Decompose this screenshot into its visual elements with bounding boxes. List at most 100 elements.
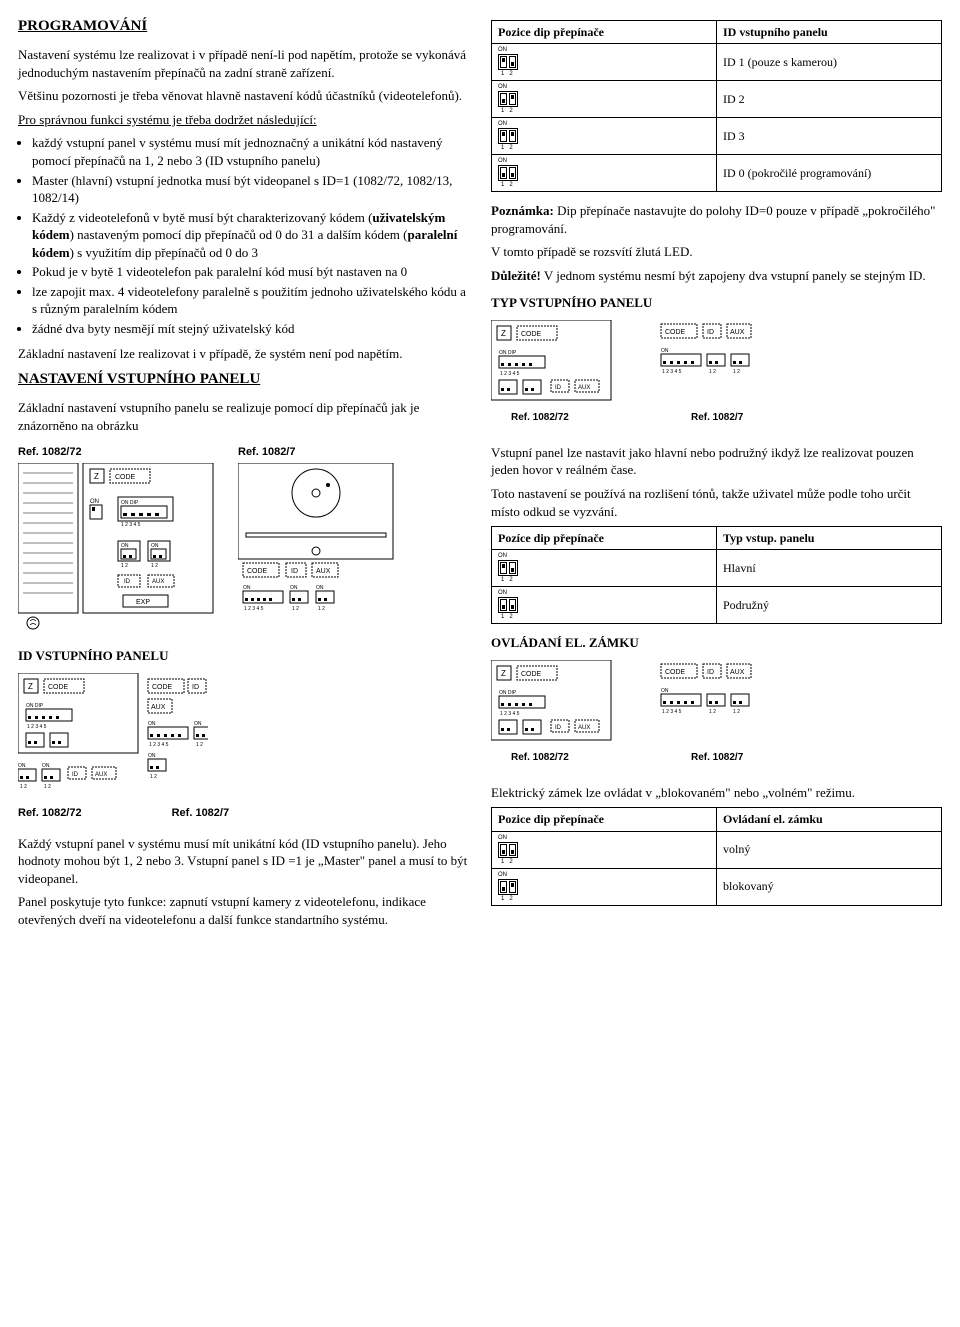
value-cell: ID 2 bbox=[717, 81, 942, 118]
value-cell: Podružný bbox=[717, 587, 942, 624]
table-header: ID vstupního panelu bbox=[717, 21, 942, 44]
table-row: ON12 Podružný bbox=[492, 587, 942, 624]
svg-text:1 2: 1 2 bbox=[20, 784, 27, 790]
para-6: Každý vstupní panel v systému musí mít u… bbox=[18, 835, 469, 888]
heading-nastaveni: NASTAVENÍ VSTUPNÍHO PANELU bbox=[18, 369, 469, 389]
svg-text:ID: ID bbox=[707, 329, 714, 336]
table-row: ON12blokovaný bbox=[492, 868, 942, 905]
typ-table: Pozíce dip přepínače Typ vstup. panelu O… bbox=[491, 526, 942, 624]
svg-text:CODE: CODE bbox=[665, 669, 686, 676]
svg-text:AUX: AUX bbox=[730, 329, 745, 336]
note-1b: V tomto případě se rozsvítí žlutá LED. bbox=[491, 243, 942, 261]
table-row: ON12Hlavní bbox=[492, 550, 942, 587]
svg-text:1 2: 1 2 bbox=[196, 742, 203, 748]
panel-1082-72: Ref. 1082/72 bbox=[18, 442, 218, 633]
svg-text:Z: Z bbox=[501, 669, 506, 678]
svg-text:CODE: CODE bbox=[48, 684, 69, 691]
svg-text:ID: ID bbox=[124, 579, 131, 585]
svg-text:Ref. 1082/72: Ref. 1082/72 bbox=[511, 412, 569, 423]
dip-cell: ON12 bbox=[492, 81, 717, 118]
svg-text:1 2 3 4 5: 1 2 3 4 5 bbox=[27, 724, 47, 730]
schematic-1082-72: Z CODE ON ON DIP bbox=[18, 463, 218, 633]
svg-text:AUX: AUX bbox=[152, 579, 164, 585]
svg-text:1 2 3 4 5: 1 2 3 4 5 bbox=[149, 742, 169, 748]
list-item: lze zapojit max. 4 videotelefony paralel… bbox=[32, 283, 469, 318]
heading-lock: OVLÁDANÍ EL. ZÁMKU bbox=[491, 634, 942, 652]
panel-1082-7: Ref. 1082/7 CODE ID bbox=[238, 442, 398, 633]
svg-text:AUX: AUX bbox=[578, 725, 590, 731]
svg-text:Ref. 1082/7: Ref. 1082/7 bbox=[691, 412, 744, 423]
svg-text:CODE: CODE bbox=[152, 684, 173, 691]
list-item: každý vstupní panel v systému musí mít j… bbox=[32, 134, 469, 169]
svg-text:ID: ID bbox=[72, 772, 79, 778]
svg-text:1 2: 1 2 bbox=[733, 709, 740, 715]
svg-text:1 2 3 4 5: 1 2 3 4 5 bbox=[500, 371, 520, 377]
svg-text:ON DIP: ON DIP bbox=[499, 350, 517, 356]
para-3-lead: Pro správnou funkci systému je třeba dod… bbox=[18, 111, 469, 129]
value-cell: volný bbox=[717, 831, 942, 868]
table-header: Pozíce dip přepínače bbox=[492, 527, 717, 550]
svg-text:EXP: EXP bbox=[136, 599, 150, 606]
dip-cell: ON12 bbox=[492, 550, 717, 587]
svg-text:Z: Z bbox=[28, 682, 33, 691]
dip-switch-icon: ON12 bbox=[498, 47, 532, 77]
bold-text: Důležité! bbox=[491, 268, 541, 283]
para-typ-2: Toto nastavení se používá na rozlišení t… bbox=[491, 485, 942, 520]
svg-text:ON: ON bbox=[316, 585, 324, 591]
value-cell: ID 0 (pokročilé programování) bbox=[717, 155, 942, 192]
svg-text:AUX: AUX bbox=[151, 704, 166, 711]
bold-text: paralelní kódem bbox=[32, 227, 457, 260]
list-item: Pokud je v bytě 1 videotelefon pak paral… bbox=[32, 263, 469, 281]
dip-switch-icon: ON12 bbox=[498, 158, 532, 188]
svg-text:ON: ON bbox=[194, 721, 202, 727]
svg-text:AUX: AUX bbox=[316, 568, 331, 575]
svg-text:ID: ID bbox=[555, 385, 562, 391]
svg-text:AUX: AUX bbox=[95, 772, 107, 778]
requirements-list: každý vstupní panel v systému musí mít j… bbox=[32, 134, 469, 337]
lock-table: Pozice dip přepínače Ovládaní el. zámku … bbox=[491, 807, 942, 905]
svg-text:1 2 3 4 5: 1 2 3 4 5 bbox=[500, 711, 520, 717]
svg-text:1 2: 1 2 bbox=[121, 563, 128, 569]
svg-text:1 2: 1 2 bbox=[733, 369, 740, 375]
svg-text:CODE: CODE bbox=[521, 671, 542, 678]
dip-cell: ON12 bbox=[492, 118, 717, 155]
svg-text:CODE: CODE bbox=[115, 474, 136, 481]
heading-typ: TYP VSTUPNÍHO PANELU bbox=[491, 294, 942, 312]
ref-label: Ref. 1082/7 bbox=[172, 806, 229, 821]
schematic-1082-7: CODE ID AUX ON 1 2 3 4 5 ON bbox=[238, 463, 398, 633]
dip-cell: ON12 bbox=[492, 868, 717, 905]
svg-text:ON DIP: ON DIP bbox=[121, 500, 139, 506]
svg-text:CODE: CODE bbox=[521, 331, 542, 338]
dip-switch-icon: ON12 bbox=[498, 590, 532, 620]
svg-text:ON: ON bbox=[661, 348, 669, 354]
left-column: PROGRAMOVÁNÍ Nastavení systému lze reali… bbox=[18, 16, 469, 934]
heading-id-panel: ID VSTUPNÍHO PANELU bbox=[18, 647, 469, 665]
para-7: Panel poskytuje tyto funkce: zapnutí vst… bbox=[18, 893, 469, 928]
svg-text:1 2 3 4 5: 1 2 3 4 5 bbox=[244, 606, 264, 612]
dip-switch-icon: ON12 bbox=[498, 553, 532, 583]
value-cell: ID 3 bbox=[717, 118, 942, 155]
svg-text:ON DIP: ON DIP bbox=[26, 703, 44, 709]
table-row: ON12 ID 0 (pokročilé programování) bbox=[492, 155, 942, 192]
ref-label: Ref. 1082/72 bbox=[18, 806, 82, 821]
svg-text:ON: ON bbox=[661, 688, 669, 694]
value-cell: blokovaný bbox=[717, 868, 942, 905]
svg-text:ON: ON bbox=[42, 763, 50, 769]
svg-text:Z: Z bbox=[94, 472, 99, 481]
svg-text:Ref. 1082/7: Ref. 1082/7 bbox=[691, 752, 744, 763]
svg-text:ON: ON bbox=[290, 585, 298, 591]
panel-small-72: Z CODE ON DIP 1 2 3 4 5 bbox=[18, 673, 229, 821]
svg-text:1 2: 1 2 bbox=[151, 563, 158, 569]
diagram-lock: Z CODE ON DIP 1 2 3 4 5 ID AUX CODE ID A… bbox=[491, 660, 942, 770]
dip-switch-icon: ON12 bbox=[498, 84, 532, 114]
table-header: Pozice dip přepínače bbox=[492, 21, 717, 44]
important-note: Důležité! V jednom systému nesmí být zap… bbox=[491, 267, 942, 285]
diagram-typ: Z CODE ON DIP 1 2 3 4 5 ID AUX CODE ID A… bbox=[491, 320, 942, 430]
note-1: Poznámka: Dip přepínače nastavujte do po… bbox=[491, 202, 942, 237]
para-lock: Elektrický zámek lze ovládat v „blokovan… bbox=[491, 784, 942, 802]
dip-cell: ON12 bbox=[492, 44, 717, 81]
svg-text:1 2 3 4 5: 1 2 3 4 5 bbox=[662, 369, 682, 375]
svg-text:AUX: AUX bbox=[578, 385, 590, 391]
svg-text:CODE: CODE bbox=[665, 329, 686, 336]
dip-switch-icon: ON12 bbox=[498, 835, 532, 865]
